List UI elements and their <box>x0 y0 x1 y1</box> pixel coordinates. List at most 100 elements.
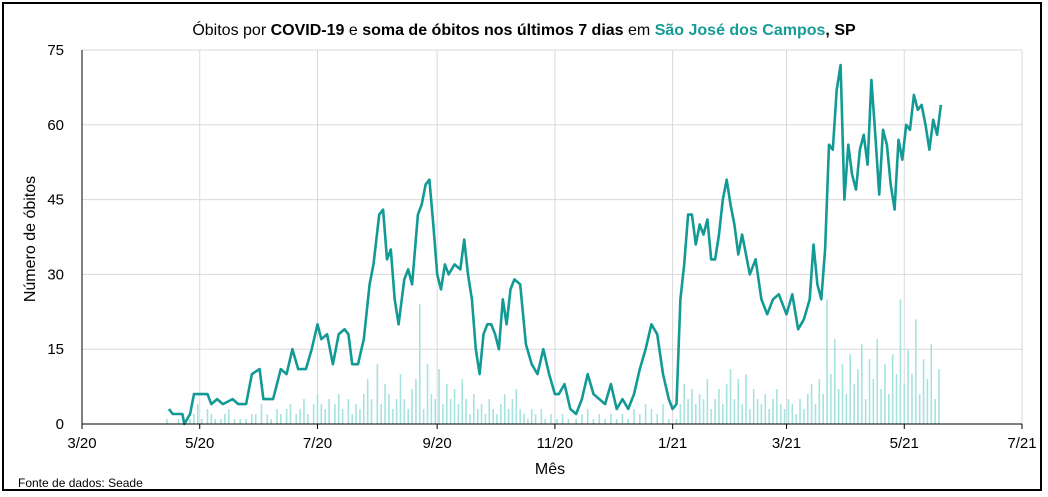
daily-deaths-bar <box>627 419 630 424</box>
daily-deaths-bar <box>266 414 269 424</box>
daily-deaths-bar <box>550 414 552 424</box>
daily-deaths-bar <box>341 409 344 424</box>
daily-deaths-bar <box>615 419 618 424</box>
daily-deaths-bar <box>764 394 767 424</box>
daily-deaths-bar <box>320 404 323 424</box>
daily-deaths-bar <box>756 399 759 424</box>
y-tick-label: 30 <box>47 266 64 283</box>
daily-deaths-bar <box>465 399 467 424</box>
daily-deaths-bar <box>407 409 410 424</box>
daily-deaths-bar <box>833 339 836 424</box>
daily-deaths-bar <box>918 394 921 424</box>
daily-deaths-bar <box>768 409 770 424</box>
y-tick-label: 75 <box>47 42 64 59</box>
daily-deaths-bar <box>567 419 570 424</box>
daily-deaths-bar <box>791 404 794 424</box>
daily-deaths-bar <box>604 419 606 424</box>
daily-deaths-bar <box>745 374 747 424</box>
chart-frame: Óbitos por COVID-19 e soma de óbitos nos… <box>2 2 1042 491</box>
daily-deaths-bar <box>260 404 263 424</box>
daily-deaths-bar <box>206 409 209 424</box>
daily-deaths-bar <box>415 379 417 424</box>
daily-deaths-bar <box>876 339 879 424</box>
daily-deaths-bar <box>544 419 547 424</box>
daily-deaths-bar <box>473 394 475 424</box>
daily-deaths-bar <box>561 414 564 424</box>
daily-deaths-bar <box>422 409 425 424</box>
daily-deaths-bar <box>930 344 933 424</box>
daily-deaths-bar <box>895 374 898 424</box>
daily-deaths-bar <box>911 374 913 424</box>
x-tick-label: 1/21 <box>658 435 687 452</box>
daily-deaths-bar <box>822 394 824 424</box>
daily-deaths-bar <box>749 409 751 424</box>
daily-deaths-bar <box>860 344 863 424</box>
daily-deaths-bar <box>233 419 236 424</box>
daily-deaths-bar <box>772 399 774 424</box>
daily-deaths-bar <box>403 399 406 424</box>
daily-deaths-bar <box>598 414 601 424</box>
daily-deaths-bar <box>884 364 886 424</box>
daily-deaths-bar <box>446 384 448 424</box>
daily-deaths-bar <box>806 394 809 424</box>
chart-title: Óbitos por COVID-19 e soma de óbitos nos… <box>4 22 1044 40</box>
daily-deaths-bar <box>915 319 917 424</box>
daily-deaths-bar <box>891 354 894 424</box>
daily-deaths-bar <box>787 399 790 424</box>
daily-deaths-bar <box>307 414 309 424</box>
daily-deaths-bar <box>737 379 740 424</box>
daily-deaths-bar <box>399 374 402 424</box>
daily-deaths-bar <box>687 399 689 424</box>
daily-deaths-bar <box>888 394 890 424</box>
daily-deaths-bar <box>656 414 658 424</box>
daily-deaths-bar <box>434 399 437 424</box>
daily-deaths-bar <box>864 399 867 424</box>
x-tick-label: 7/20 <box>303 435 332 452</box>
daily-deaths-bar <box>438 369 440 424</box>
daily-deaths-bar <box>556 419 558 424</box>
daily-deaths-bar <box>507 409 510 424</box>
y-tick-label: 45 <box>47 192 64 209</box>
daily-deaths-bar <box>480 404 483 424</box>
daily-deaths-bar <box>540 409 543 424</box>
bar-series <box>166 299 940 424</box>
daily-deaths-bar <box>519 409 521 424</box>
daily-deaths-bar <box>351 414 354 424</box>
daily-deaths-bar <box>530 409 533 424</box>
daily-deaths-bar <box>328 399 330 424</box>
daily-deaths-bar <box>492 409 494 424</box>
daily-deaths-bar <box>370 399 373 424</box>
daily-deaths-bar <box>285 409 288 424</box>
daily-deaths-bar <box>442 404 444 424</box>
daily-deaths-bar <box>899 299 902 424</box>
daily-deaths-bar <box>289 404 292 424</box>
daily-deaths-bar <box>679 404 682 424</box>
x-tick-label: 3/20 <box>67 435 96 452</box>
title-part-4: soma de óbitos nos últimos 7 dias <box>362 22 624 39</box>
daily-deaths-bar <box>853 384 855 424</box>
seven-day-sum-line <box>167 63 943 426</box>
x-tick-label: 5/20 <box>185 435 214 452</box>
daily-deaths-bar <box>355 404 357 424</box>
daily-deaths-bar <box>830 374 832 424</box>
daily-deaths-bar <box>251 414 253 424</box>
daily-deaths-bar <box>316 394 319 424</box>
daily-deaths-bar <box>818 379 821 424</box>
daily-deaths-bar <box>523 414 525 424</box>
daily-deaths-bar <box>610 414 612 424</box>
daily-deaths-bar <box>418 304 421 424</box>
daily-deaths-bar <box>650 409 653 424</box>
daily-deaths-bar <box>214 419 216 424</box>
x-tick-label: 5/21 <box>890 435 919 452</box>
daily-deaths-bar <box>224 414 226 424</box>
daily-deaths-bar <box>880 389 882 424</box>
daily-deaths-bar <box>776 389 778 424</box>
daily-deaths-bar <box>872 379 875 424</box>
daily-deaths-bar <box>783 409 786 424</box>
daily-deaths-bar <box>795 414 797 424</box>
daily-deaths-bar <box>826 299 828 424</box>
daily-deaths-bar <box>779 404 782 424</box>
y-tick-label: 60 <box>47 117 64 134</box>
daily-deaths-bar <box>511 399 514 424</box>
